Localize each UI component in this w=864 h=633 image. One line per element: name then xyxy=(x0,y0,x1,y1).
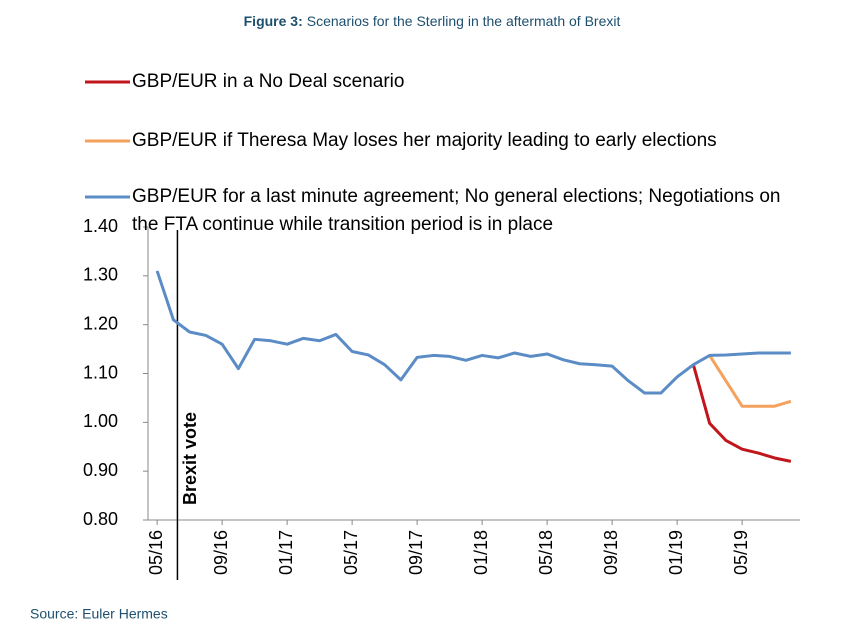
x-tick-label: 09/18 xyxy=(601,530,621,575)
chart-title: Figure 3: Scenarios for the Sterling in t… xyxy=(244,13,621,29)
series-line xyxy=(708,354,792,408)
series-line xyxy=(691,364,792,463)
source: Source: Euler Hermes xyxy=(30,606,168,622)
y-tick-label: 1.40 xyxy=(83,216,118,236)
y-tick-label: 0.90 xyxy=(83,460,118,480)
series-line xyxy=(155,270,791,395)
x-tick-label: 01/18 xyxy=(471,530,491,575)
legend-label: GBP/EUR for a last minute agreement; No … xyxy=(132,186,781,235)
y-tick-label: 1.20 xyxy=(83,313,118,333)
x-tick-label: 05/17 xyxy=(341,530,361,575)
x-tick-label: 01/19 xyxy=(666,530,686,575)
x-tick-label: 05/19 xyxy=(731,530,751,575)
annotation: Brexit vote xyxy=(180,412,200,505)
legend-label: GBP/EUR if Theresa May loses her majorit… xyxy=(132,130,717,151)
title-prefix: Figure 3: xyxy=(244,13,303,29)
title-text: Scenarios for the Sterling in the afterm… xyxy=(307,13,621,29)
legend-label: GBP/EUR in a No Deal scenario xyxy=(132,71,405,92)
x-tick-label: 09/16 xyxy=(211,530,231,575)
x-tick-label: 05/18 xyxy=(536,530,556,575)
x-tick-label: 05/16 xyxy=(146,530,166,575)
y-tick-label: 1.10 xyxy=(83,362,118,382)
x-tick-label: 09/17 xyxy=(406,530,426,575)
x-tick-label: 01/17 xyxy=(276,530,296,575)
y-tick-label: 1.30 xyxy=(83,265,118,285)
y-tick-label: 0.80 xyxy=(83,509,118,529)
y-tick-label: 1.00 xyxy=(83,411,118,431)
